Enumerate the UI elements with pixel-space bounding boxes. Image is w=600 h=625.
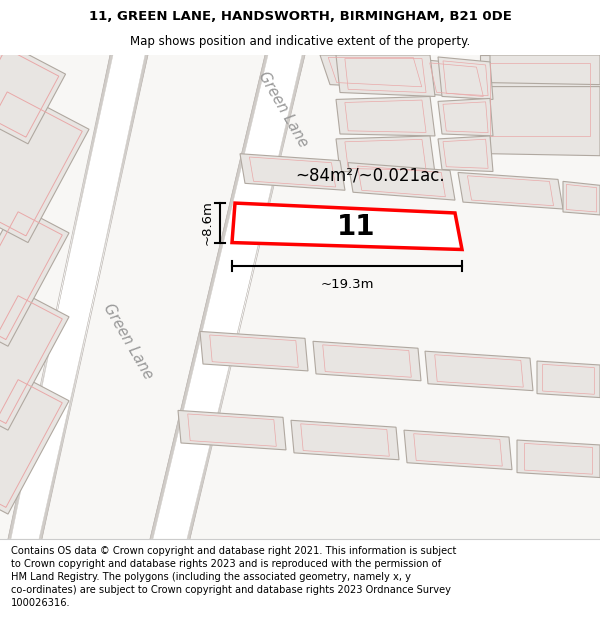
Polygon shape <box>438 57 493 99</box>
Polygon shape <box>438 99 493 136</box>
Polygon shape <box>458 173 563 209</box>
Polygon shape <box>348 162 455 200</box>
Polygon shape <box>0 373 69 514</box>
Polygon shape <box>336 136 435 174</box>
Polygon shape <box>480 55 600 144</box>
Polygon shape <box>425 351 533 391</box>
Polygon shape <box>404 430 512 469</box>
Polygon shape <box>537 361 600 398</box>
Text: ~84m²/~0.021ac.: ~84m²/~0.021ac. <box>295 166 445 184</box>
Polygon shape <box>8 55 148 539</box>
Polygon shape <box>320 55 430 89</box>
Polygon shape <box>336 55 435 96</box>
Polygon shape <box>178 411 286 450</box>
Polygon shape <box>240 154 345 190</box>
Polygon shape <box>0 289 69 430</box>
Text: ~19.3m: ~19.3m <box>320 278 374 291</box>
Polygon shape <box>490 55 600 84</box>
Polygon shape <box>0 205 69 346</box>
Text: 11, GREEN LANE, HANDSWORTH, BIRMINGHAM, B21 0DE: 11, GREEN LANE, HANDSWORTH, BIRMINGHAM, … <box>89 10 511 23</box>
Polygon shape <box>150 55 268 539</box>
Polygon shape <box>425 60 488 99</box>
Polygon shape <box>490 87 600 156</box>
Polygon shape <box>336 96 435 136</box>
Polygon shape <box>200 331 308 371</box>
Text: 11: 11 <box>337 213 375 241</box>
Text: Green Lane: Green Lane <box>256 69 311 150</box>
Polygon shape <box>0 85 89 242</box>
Text: Map shows position and indicative extent of the property.: Map shows position and indicative extent… <box>130 35 470 48</box>
Polygon shape <box>187 55 305 539</box>
Text: ~8.6m: ~8.6m <box>201 201 214 245</box>
Polygon shape <box>563 181 600 215</box>
Polygon shape <box>291 420 399 460</box>
Text: Green Lane: Green Lane <box>100 301 155 382</box>
Text: Contains OS data © Crown copyright and database right 2021. This information is : Contains OS data © Crown copyright and d… <box>11 546 456 609</box>
Polygon shape <box>0 42 65 144</box>
Polygon shape <box>517 440 600 478</box>
Polygon shape <box>232 203 462 249</box>
Polygon shape <box>8 55 113 539</box>
Polygon shape <box>438 136 493 171</box>
Polygon shape <box>313 341 421 381</box>
Polygon shape <box>39 55 148 539</box>
Polygon shape <box>150 55 305 539</box>
